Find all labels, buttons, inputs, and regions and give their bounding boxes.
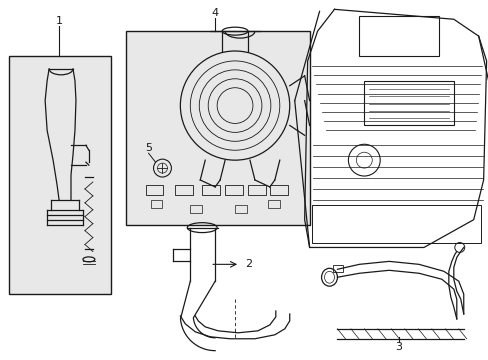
Bar (359, 16, 438, 56)
Bar (364, 81, 453, 125)
Bar (175, 185, 193, 195)
Text: 4: 4 (211, 8, 218, 18)
Bar (235, 205, 246, 213)
Bar (224, 185, 243, 195)
Text: 2: 2 (244, 259, 252, 269)
Bar (9, 56, 111, 294)
Text: 3: 3 (395, 342, 402, 352)
Bar (247, 185, 265, 195)
Bar (267, 200, 279, 208)
Bar (202, 185, 220, 195)
Bar (125, 31, 309, 225)
Bar (333, 265, 343, 272)
Bar (269, 185, 287, 195)
Text: 1: 1 (56, 16, 62, 26)
Text: 5: 5 (145, 143, 152, 153)
Bar (150, 200, 162, 208)
Bar (311, 205, 480, 243)
Bar (190, 205, 202, 213)
Bar (145, 185, 163, 195)
